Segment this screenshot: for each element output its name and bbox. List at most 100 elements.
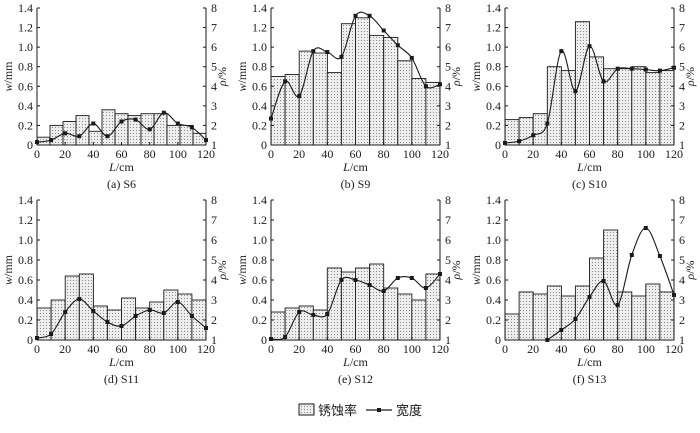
right-tick-label: 7	[211, 21, 217, 35]
left-tick-label: 1.0	[18, 233, 33, 247]
corrosion-bar	[589, 56, 605, 146]
right-axis-label: ρ/%	[683, 67, 697, 87]
left-tick-label: 0	[261, 333, 267, 347]
x-tick-label: 20	[59, 342, 71, 356]
x-tick-label: 100	[169, 342, 187, 356]
x-tick-label: 40	[87, 342, 99, 356]
x-tick-label: 20	[527, 342, 539, 356]
right-tick-label: 3	[679, 99, 685, 113]
right-tick-label: 5	[679, 60, 685, 74]
left-axis-label: w/mm	[235, 61, 249, 92]
width-point	[49, 332, 54, 336]
x-axis-label: L/cm	[108, 355, 134, 369]
left-tick-label: 0.8	[486, 253, 501, 267]
width-point	[283, 335, 288, 339]
left-tick-label: 0.4	[18, 99, 33, 113]
x-tick-label: 40	[321, 147, 333, 161]
right-tick-label: 3	[445, 293, 451, 307]
x-axis-label: L/cm	[108, 160, 134, 174]
corrosion-bar	[149, 301, 165, 341]
corrosion-bar	[504, 313, 520, 341]
left-tick-label: 1.0	[486, 233, 501, 247]
left-axis-label: w/mm	[1, 61, 15, 92]
right-tick-label: 8	[445, 193, 451, 207]
panel-caption: (e) S12	[338, 372, 373, 386]
width-point	[531, 133, 536, 138]
width-point	[643, 67, 648, 72]
left-tick-label: 1.2	[252, 213, 267, 227]
legend-line-marker	[377, 408, 381, 412]
x-tick-label: 120	[197, 147, 215, 161]
right-tick-label: 2	[445, 313, 451, 327]
left-tick-label: 0.6	[486, 79, 501, 93]
width-point	[175, 121, 180, 126]
left-tick-label: 0.4	[252, 99, 267, 113]
corrosion-bar	[425, 81, 441, 146]
right-tick-label: 8	[211, 1, 217, 15]
right-tick-label: 1	[445, 333, 451, 347]
left-tick-label: 1.4	[486, 193, 501, 207]
right-tick-label: 4	[679, 273, 685, 287]
right-tick-label: 3	[211, 293, 217, 307]
right-tick-label: 7	[679, 21, 685, 35]
right-tick-label: 8	[211, 193, 217, 207]
corrosion-bar	[312, 309, 328, 341]
corrosion-bar	[560, 70, 576, 146]
width-point	[325, 50, 330, 54]
left-tick-label: 0.2	[252, 313, 267, 327]
width-point	[395, 43, 400, 48]
right-tick-label: 5	[211, 60, 217, 74]
width-point	[283, 79, 288, 84]
corrosion-bar	[340, 271, 356, 341]
x-axis-label: L/cm	[576, 160, 602, 174]
width-point	[657, 254, 662, 258]
corrosion-bar	[659, 70, 675, 146]
corrosion-bar	[177, 293, 193, 341]
corrosion-bar	[326, 267, 342, 341]
x-tick-label: 20	[293, 342, 305, 356]
x-tick-label: 0	[502, 147, 508, 161]
width-point	[161, 110, 166, 115]
x-tick-label: 120	[665, 147, 683, 161]
left-tick-label: 0.4	[486, 99, 501, 113]
right-tick-label: 8	[679, 193, 685, 207]
corrosion-bar	[101, 109, 116, 146]
corrosion-bar	[153, 113, 168, 146]
corrosion-bar	[397, 60, 413, 146]
corrosion-bar	[355, 267, 371, 341]
right-tick-label: 5	[445, 253, 451, 267]
x-tick-label: 100	[403, 342, 421, 356]
x-axis-label: L/cm	[342, 355, 368, 369]
corrosion-bar	[574, 285, 590, 341]
width-point	[105, 320, 110, 324]
x-tick-label: 20	[293, 147, 305, 161]
x-tick-label: 60	[350, 342, 362, 356]
left-tick-label: 1.2	[18, 21, 33, 35]
corrosion-bar	[383, 36, 399, 146]
corrosion-bar	[631, 295, 647, 341]
left-tick-label: 1.2	[252, 21, 267, 35]
x-tick-label: 60	[350, 147, 362, 161]
width-point	[49, 138, 54, 143]
width-point	[119, 119, 124, 124]
right-tick-label: 4	[445, 273, 451, 287]
right-axis-label: ρ/%	[215, 260, 229, 280]
width-point	[175, 300, 180, 304]
corrosion-bar	[589, 257, 605, 341]
left-tick-label: 0.2	[18, 313, 33, 327]
left-tick-label: 0	[27, 333, 33, 347]
right-tick-label: 2	[445, 118, 451, 132]
panel-caption: (a) S6	[107, 177, 136, 191]
right-tick-label: 3	[445, 99, 451, 113]
left-axis-label: w/mm	[469, 61, 483, 92]
right-tick-label: 2	[211, 313, 217, 327]
left-tick-label: 1.0	[252, 40, 267, 54]
right-tick-label: 7	[445, 213, 451, 227]
left-tick-label: 0.4	[486, 293, 501, 307]
left-tick-label: 0.6	[18, 79, 33, 93]
right-tick-label: 3	[211, 99, 217, 113]
